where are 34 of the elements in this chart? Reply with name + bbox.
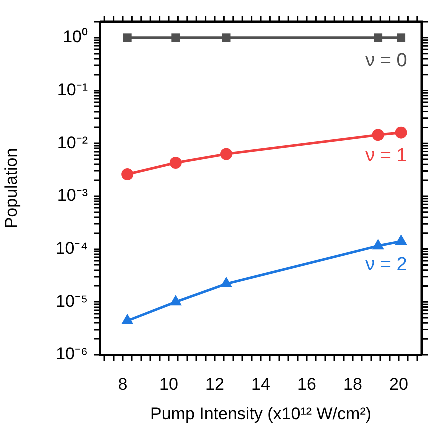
point bbox=[170, 295, 182, 306]
x-tick-label: 12 bbox=[206, 374, 224, 394]
y-axis-title: Population bbox=[2, 148, 21, 229]
series-label: ν = 1 bbox=[366, 146, 408, 167]
y-tick-label: 10⁻⁶ bbox=[56, 344, 88, 364]
point bbox=[123, 34, 132, 42]
y-tick-label: 10⁻³ bbox=[57, 186, 88, 206]
point bbox=[170, 156, 182, 169]
y-tick-label: 10⁻¹ bbox=[57, 80, 88, 100]
point bbox=[372, 129, 384, 142]
x-tick-label: 16 bbox=[298, 374, 316, 394]
y-tick-label: 10⁻² bbox=[57, 133, 88, 152]
point bbox=[374, 34, 383, 42]
y-tick-label: 10⁰ bbox=[63, 28, 88, 47]
x-tick-label: 10 bbox=[160, 374, 178, 394]
y-tick-label: 10⁻⁴ bbox=[56, 238, 88, 258]
point bbox=[122, 168, 134, 181]
x-axis-title: Pump Intensity (x10¹² W/cm²) bbox=[150, 404, 372, 424]
y-tick-label: 10⁻⁵ bbox=[56, 292, 88, 311]
x-tick-label: 18 bbox=[344, 374, 362, 394]
series-label: ν = 2 bbox=[366, 254, 408, 276]
x-tick-label: 8 bbox=[118, 374, 128, 394]
series-label: ν = 0 bbox=[366, 50, 408, 72]
point bbox=[395, 126, 408, 139]
point bbox=[122, 314, 134, 324]
point bbox=[172, 34, 180, 42]
point bbox=[222, 34, 231, 42]
point bbox=[220, 148, 232, 160]
point bbox=[397, 34, 406, 42]
point bbox=[220, 277, 233, 288]
point bbox=[395, 234, 408, 246]
point bbox=[372, 239, 384, 250]
x-tick-label: 20 bbox=[390, 374, 408, 394]
x-tick-label: 14 bbox=[252, 374, 270, 394]
